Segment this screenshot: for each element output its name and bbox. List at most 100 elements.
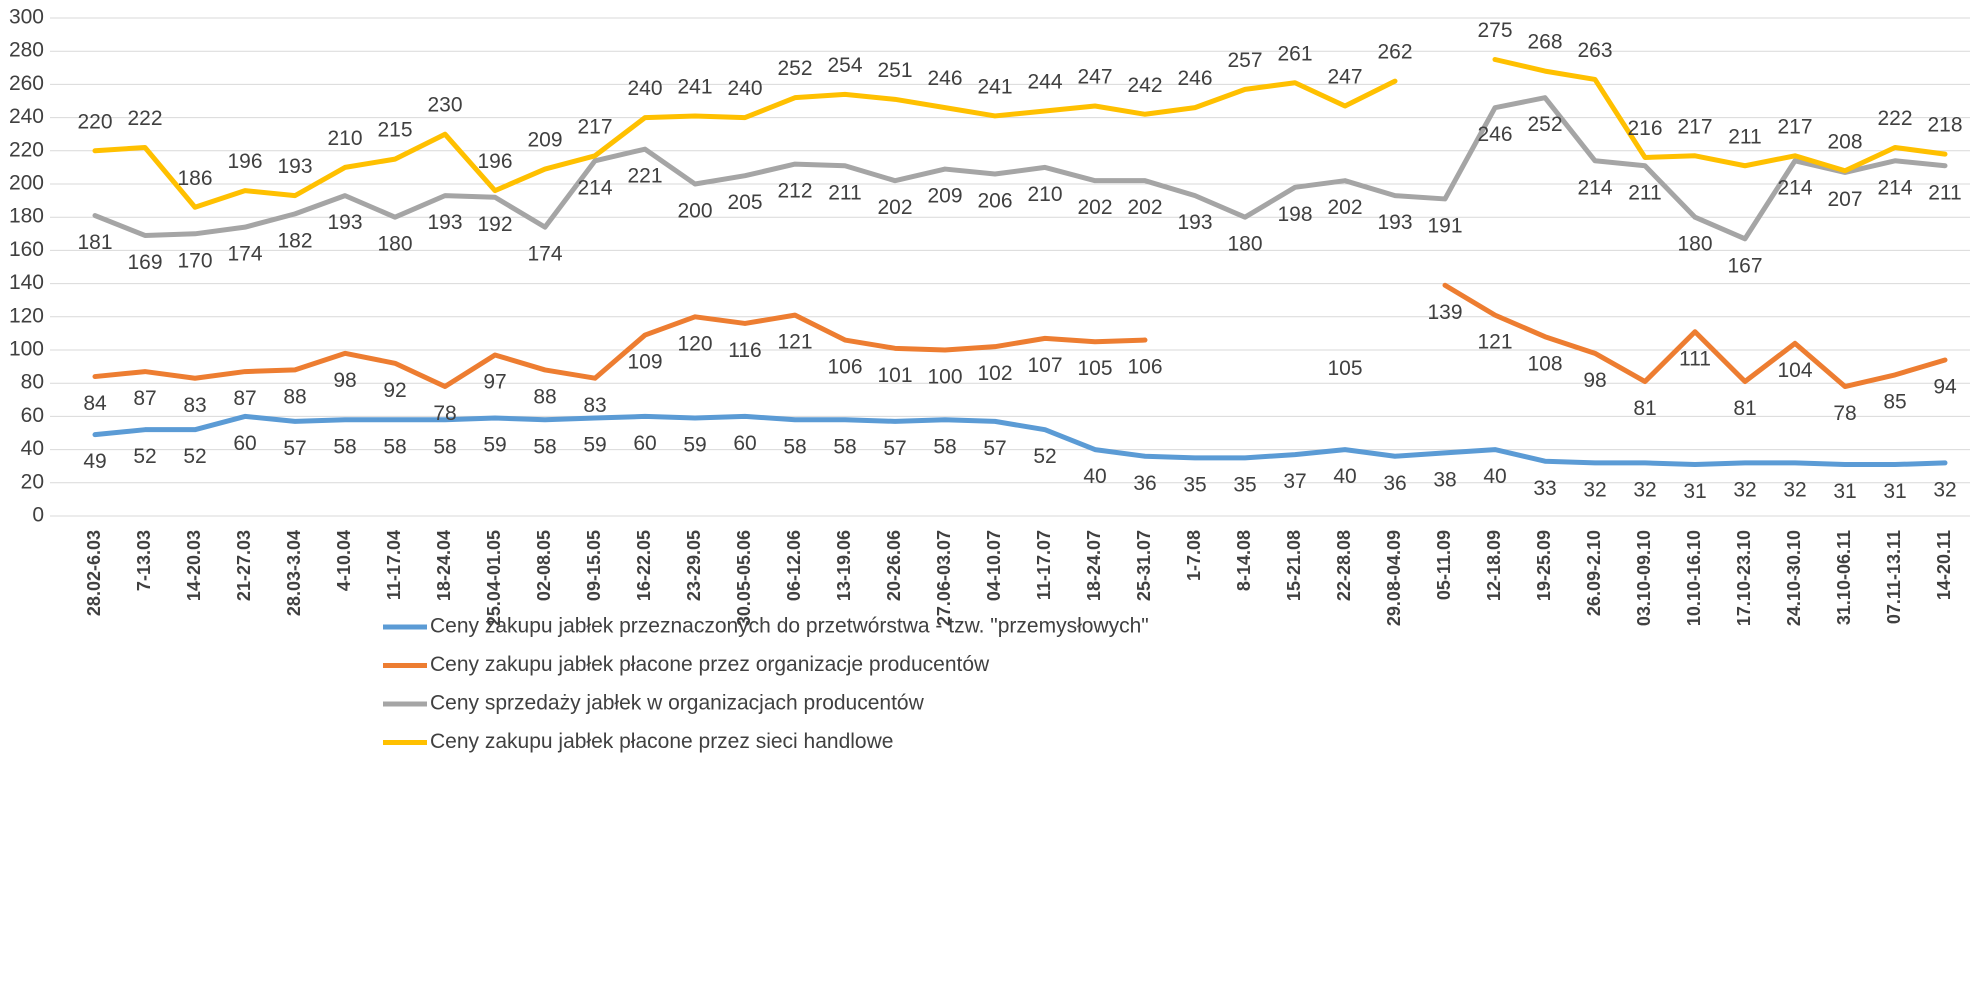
data-label: 81	[1733, 397, 1756, 420]
x-tick-label: 03.10-09.10	[1634, 530, 1654, 626]
data-label: 170	[177, 249, 212, 272]
data-label: 218	[1927, 114, 1962, 137]
data-label: 193	[1377, 211, 1412, 234]
data-label: 180	[1227, 233, 1262, 256]
data-label: 111	[1679, 347, 1711, 370]
data-label: 211	[1728, 125, 1761, 148]
data-label: 37	[1283, 470, 1306, 493]
data-label: 222	[1877, 107, 1912, 130]
y-tick-label: 80	[21, 371, 44, 394]
data-label: 97	[483, 371, 506, 394]
x-tick-label: 29.08-04.09	[1384, 530, 1404, 626]
data-label: 230	[427, 94, 462, 117]
data-label: 214	[577, 176, 612, 199]
data-label: 32	[1633, 478, 1656, 501]
data-label: 32	[1733, 478, 1756, 501]
x-tick-label: 16-22.05	[634, 530, 654, 601]
data-label: 31	[1683, 480, 1706, 503]
data-label: 107	[1027, 354, 1062, 377]
y-tick-label: 280	[9, 39, 44, 62]
data-label: 261	[1277, 42, 1312, 65]
data-label: 268	[1527, 31, 1562, 54]
y-tick-label: 240	[9, 105, 44, 128]
x-tick-label: 1-7.08	[1184, 530, 1204, 581]
y-tick-label: 160	[9, 238, 44, 261]
data-label: 211	[1928, 181, 1961, 204]
data-label: 31	[1883, 480, 1906, 503]
data-label: 252	[1527, 113, 1562, 136]
data-label: 210	[1027, 183, 1062, 206]
x-tick-label: 25.04-01.05	[484, 530, 504, 626]
y-tick-label: 200	[9, 172, 44, 195]
data-label: 92	[383, 379, 406, 402]
data-label: 36	[1133, 472, 1156, 495]
x-tick-label: 13-19.06	[834, 530, 854, 601]
x-tick-label: 14-20.11	[1934, 530, 1954, 600]
data-label: 275	[1477, 19, 1512, 42]
y-tick-label: 60	[21, 404, 44, 427]
data-label: 87	[233, 387, 256, 410]
data-label: 196	[227, 150, 262, 173]
data-label: 217	[1677, 115, 1712, 138]
data-label: 222	[127, 107, 162, 130]
y-tick-label: 0	[32, 504, 44, 527]
data-label: 85	[1883, 390, 1906, 413]
data-label: 36	[1383, 472, 1406, 495]
x-tick-label: 21-27.03	[234, 530, 254, 601]
data-label: 214	[1777, 176, 1812, 199]
x-tick-label: 31.10-06.11	[1834, 530, 1854, 625]
data-label: 105	[1077, 357, 1112, 380]
data-label: 58	[933, 435, 956, 458]
data-label: 191	[1427, 214, 1462, 237]
data-label: 139	[1427, 301, 1462, 324]
data-label: 216	[1627, 117, 1662, 140]
data-label: 246	[1177, 67, 1212, 90]
data-label: 247	[1327, 66, 1362, 89]
data-label: 205	[727, 191, 762, 214]
data-label: 242	[1127, 74, 1162, 97]
data-label: 81	[1633, 397, 1656, 420]
data-label: 202	[877, 196, 912, 219]
data-label: 263	[1577, 39, 1612, 62]
data-label: 212	[777, 180, 812, 203]
data-label: 174	[527, 243, 562, 266]
x-tick-label: 11-17.04	[384, 530, 404, 600]
x-tick-label: 8-14.08	[1234, 530, 1254, 591]
data-label: 262	[1377, 41, 1412, 64]
data-label: 59	[483, 434, 506, 457]
data-label: 214	[1577, 176, 1612, 199]
data-label: 58	[833, 435, 856, 458]
data-label: 88	[533, 385, 556, 408]
data-label: 59	[683, 434, 706, 457]
data-label: 57	[283, 437, 306, 460]
data-label: 247	[1077, 66, 1112, 89]
data-label: 60	[233, 432, 256, 455]
x-tick-label: 09-15.05	[584, 530, 604, 601]
data-label: 78	[1833, 402, 1856, 425]
data-label: 32	[1583, 478, 1606, 501]
data-label: 207	[1827, 188, 1862, 211]
data-label: 167	[1727, 254, 1762, 277]
data-label: 193	[427, 211, 462, 234]
x-tick-label: 26.09-2.10	[1584, 530, 1604, 616]
data-label: 209	[927, 185, 962, 208]
data-label: 257	[1227, 49, 1262, 72]
data-label: 105	[1327, 357, 1362, 380]
data-label: 58	[533, 435, 556, 458]
data-label: 206	[977, 190, 1012, 213]
data-label: 94	[1933, 376, 1957, 399]
x-tick-label: 28.02-6.03	[84, 530, 104, 616]
data-label: 87	[133, 387, 156, 410]
data-label: 52	[183, 445, 206, 468]
data-label: 106	[827, 356, 862, 379]
data-label: 52	[1033, 445, 1056, 468]
data-label: 33	[1533, 477, 1556, 500]
series-line	[92, 282, 1948, 390]
data-label: 88	[283, 385, 306, 408]
data-label: 217	[1777, 115, 1812, 138]
data-label: 209	[527, 129, 562, 152]
data-label: 40	[1483, 465, 1506, 488]
data-label: 210	[327, 127, 362, 150]
y-tick-label: 300	[9, 6, 44, 29]
data-label: 101	[877, 364, 912, 387]
